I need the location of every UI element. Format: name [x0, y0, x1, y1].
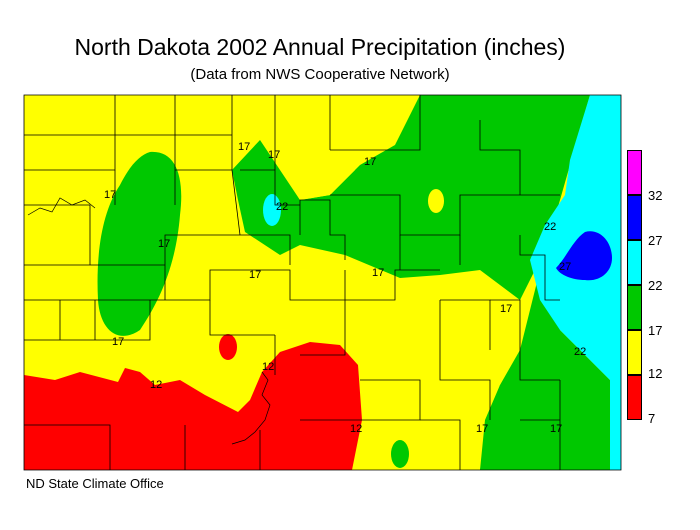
legend-bin-17-22 [627, 285, 642, 330]
isoline-label: 27 [559, 261, 571, 273]
isoline-label: 17 [112, 336, 124, 348]
credit-text: ND State Climate Office [26, 476, 164, 491]
zone-12-17-bubble [265, 128, 355, 200]
legend-bin-12-17 [627, 330, 642, 375]
legend-label-32: 32 [648, 188, 663, 203]
isoline-label: 12 [350, 423, 362, 435]
isoline-label: 22 [544, 221, 556, 233]
isoline-label: 17 [372, 267, 384, 279]
isoline-label: 17 [364, 156, 376, 168]
legend-label-27: 27 [648, 233, 663, 248]
zone-22-27 [530, 95, 621, 470]
zone-7-12 [24, 342, 362, 470]
map-title: North Dakota 2002 Annual Precipitation (… [74, 34, 566, 60]
isoline-label: 17 [268, 149, 280, 161]
isoline-label: 17 [249, 269, 261, 281]
legend-bin-7-12 [627, 375, 642, 420]
isoline-label: 12 [150, 379, 162, 391]
isoline-label: 22 [276, 201, 288, 213]
river-line-south [231, 371, 271, 445]
legend-bin-22-27 [627, 240, 642, 285]
zone-12-17-bubble-small [428, 189, 444, 213]
zone-17-22-west [97, 151, 182, 336]
zone-17-22-northeast [232, 95, 590, 350]
zone-27-32 [556, 231, 612, 281]
zone-22-27-small [263, 194, 281, 226]
map-subtitle: (Data from NWS Cooperative Network) [190, 66, 450, 83]
isoline-label: 22 [574, 346, 586, 358]
legend-bin-27-32 [627, 195, 642, 240]
legend-label-7: 7 [648, 411, 656, 426]
river-line [27, 197, 96, 216]
isoline-label: 17 [104, 189, 116, 201]
isoline-label: 17 [238, 141, 250, 153]
isoline-label: 17 [476, 423, 488, 435]
legend-label-22: 22 [648, 278, 663, 293]
county-boundaries [23, 94, 622, 471]
isoline-label: 12 [262, 361, 274, 373]
legend-label-12: 12 [648, 366, 663, 381]
legend-label-17: 17 [648, 323, 663, 338]
legend-bin-32-plus [627, 150, 642, 195]
zone-7-12-small [219, 334, 237, 360]
zone-17-22-tiny [391, 440, 409, 468]
zone-17-22-southeast [480, 380, 621, 470]
isoline-label: 17 [158, 238, 170, 250]
isoline-label: 17 [550, 423, 562, 435]
isoline-label: 17 [500, 303, 512, 315]
